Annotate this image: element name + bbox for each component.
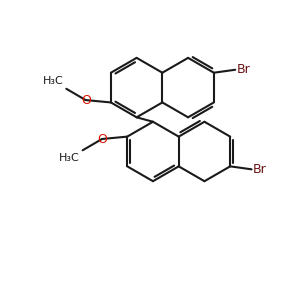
Text: O: O	[98, 133, 107, 146]
Text: Br: Br	[253, 163, 267, 176]
Text: H₃C: H₃C	[59, 153, 80, 163]
Text: H₃C: H₃C	[43, 76, 63, 86]
Text: Br: Br	[237, 63, 250, 76]
Text: O: O	[81, 94, 91, 106]
